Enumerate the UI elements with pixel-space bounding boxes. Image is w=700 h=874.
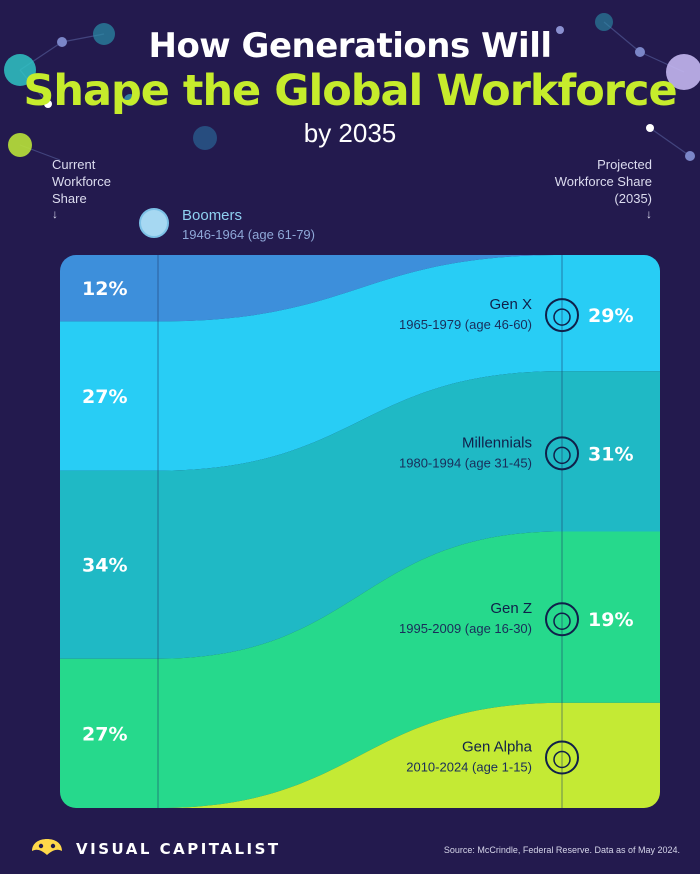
- face-icon-gen-z: [545, 602, 579, 637]
- area-millennials: [60, 371, 660, 659]
- series-years-gen-z: 1995-2009 (age 16-30): [399, 621, 532, 636]
- current-share-label: Current Workforce Share ↓: [52, 156, 111, 221]
- projected-share-line-3: (2035): [614, 191, 652, 206]
- boomers-years: 1946-1964 (age 61-79): [182, 227, 315, 242]
- face-icon-inner-gen-z: [553, 612, 571, 630]
- projected-value-label: 31%: [588, 443, 633, 465]
- projected-value-label: 19%: [588, 609, 633, 631]
- current-value-label: 34%: [82, 555, 127, 577]
- current-value-label: 27%: [82, 723, 127, 745]
- projected-value-label: 29%: [588, 305, 633, 327]
- arrow-down-icon: ↓: [52, 207, 58, 221]
- area-gen-z: [60, 531, 660, 808]
- projected-share-label: Projected Workforce Share (2035) ↓: [555, 156, 652, 221]
- projected-share-line-1: Projected: [597, 157, 652, 172]
- arrow-down-icon: ↓: [646, 207, 652, 221]
- title-line-1: How Generations Will: [148, 26, 552, 66]
- current-share-line-2: Workforce: [52, 174, 111, 189]
- face-icon-gen-x: [545, 298, 579, 333]
- series-name-millennials: Millennials: [462, 434, 532, 451]
- series-years-gen-alpha: 2010-2024 (age 1-15): [406, 759, 532, 774]
- visual-capitalist-logo-icon: [32, 839, 62, 855]
- brand-name: VISUAL CAPITALIST: [76, 840, 281, 858]
- series-years-millennials: 1980-1994 (age 31-45): [399, 455, 532, 470]
- title-line-2: Shape the Global Workforce: [23, 66, 677, 116]
- subtitle: by 2035: [303, 118, 397, 148]
- face-icon-inner-millennials: [553, 446, 571, 465]
- series-name-gen-z: Gen Z: [490, 600, 532, 617]
- face-icon-millennials: [545, 436, 579, 471]
- source-note: Source: McCrindle, Federal Reserve. Data…: [443, 845, 680, 855]
- series-years-gen-x: 1965-1979 (age 46-60): [399, 317, 532, 332]
- boomers-name: Boomers: [182, 207, 243, 224]
- boomers-face-icon: [139, 208, 169, 238]
- face-icon-inner-gen-alpha: [553, 750, 571, 769]
- current-value-label: 12%: [82, 278, 127, 300]
- current-value-label: 27%: [82, 386, 127, 408]
- series-name-gen-x: Gen X: [489, 296, 532, 313]
- face-icon-inner-gen-x: [553, 308, 571, 326]
- current-share-line-1: Current: [52, 157, 96, 172]
- series-name-gen-alpha: Gen Alpha: [462, 738, 533, 755]
- current-share-line-3: Share: [52, 191, 87, 206]
- face-icon-gen-alpha: [545, 740, 579, 775]
- area-gen-alpha: [60, 702, 660, 808]
- projected-share-line-2: Workforce Share: [554, 174, 652, 189]
- area-gen-x: [60, 255, 660, 471]
